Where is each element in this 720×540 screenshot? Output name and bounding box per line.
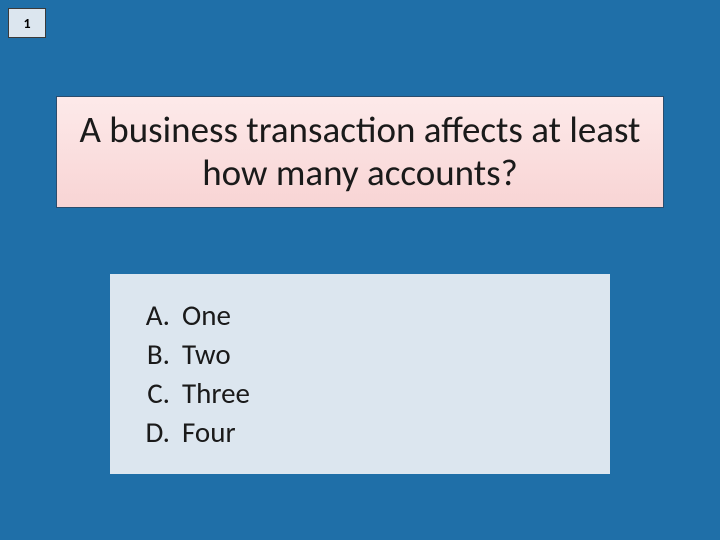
answer-text: Two (178, 335, 231, 374)
answer-text: Three (178, 374, 250, 413)
answer-letter: C. (136, 374, 178, 413)
slide-number-text: 1 (23, 15, 30, 32)
answer-letter: D. (136, 413, 178, 452)
answer-letter: B. (136, 335, 178, 374)
answer-row: C. Three (136, 374, 584, 413)
answer-row: A. One (136, 296, 584, 335)
answer-letter: A. (136, 296, 178, 335)
slide-number-box: 1 (8, 8, 46, 38)
answer-row: B. Two (136, 335, 584, 374)
answer-row: D. Four (136, 413, 584, 452)
question-box: A business transaction affects at least … (56, 96, 664, 208)
question-text: A business transaction affects at least … (69, 109, 651, 194)
answer-text: One (178, 296, 231, 335)
answer-text: Four (178, 413, 236, 452)
answers-box: A. One B. Two C. Three D. Four (110, 274, 610, 474)
